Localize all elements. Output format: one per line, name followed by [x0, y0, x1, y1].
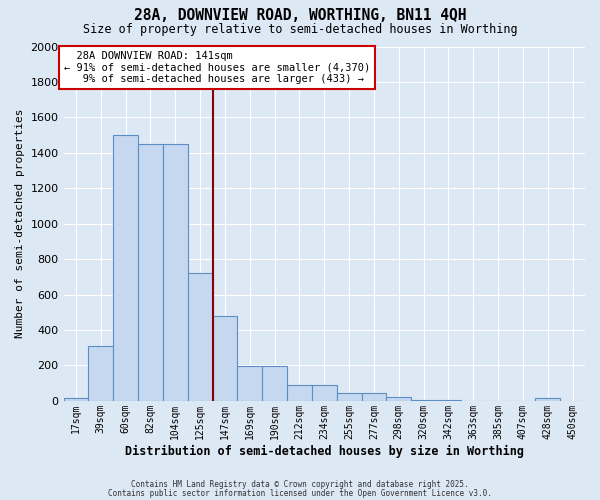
Bar — [188, 274, 212, 401]
Text: Contains public sector information licensed under the Open Government Licence v3: Contains public sector information licen… — [108, 488, 492, 498]
Bar — [64, 398, 88, 401]
X-axis label: Distribution of semi-detached houses by size in Worthing: Distribution of semi-detached houses by … — [125, 444, 524, 458]
Text: Size of property relative to semi-detached houses in Worthing: Size of property relative to semi-detach… — [83, 22, 517, 36]
Bar — [362, 393, 386, 401]
Bar — [411, 400, 436, 401]
Bar — [212, 316, 238, 401]
Text: 28A, DOWNVIEW ROAD, WORTHING, BN11 4QH: 28A, DOWNVIEW ROAD, WORTHING, BN11 4QH — [134, 8, 466, 22]
Bar — [262, 366, 287, 401]
Bar — [163, 144, 188, 401]
Bar — [138, 144, 163, 401]
Bar — [386, 398, 411, 401]
Bar — [312, 385, 337, 401]
Text: Contains HM Land Registry data © Crown copyright and database right 2025.: Contains HM Land Registry data © Crown c… — [131, 480, 469, 489]
Bar — [88, 346, 113, 401]
Bar — [287, 385, 312, 401]
Bar — [337, 393, 362, 401]
Bar — [535, 398, 560, 401]
Bar — [238, 366, 262, 401]
Bar — [436, 400, 461, 401]
Bar — [113, 135, 138, 401]
Y-axis label: Number of semi-detached properties: Number of semi-detached properties — [15, 109, 25, 338]
Text: 28A DOWNVIEW ROAD: 141sqm
← 91% of semi-detached houses are smaller (4,370)
   9: 28A DOWNVIEW ROAD: 141sqm ← 91% of semi-… — [64, 51, 370, 84]
